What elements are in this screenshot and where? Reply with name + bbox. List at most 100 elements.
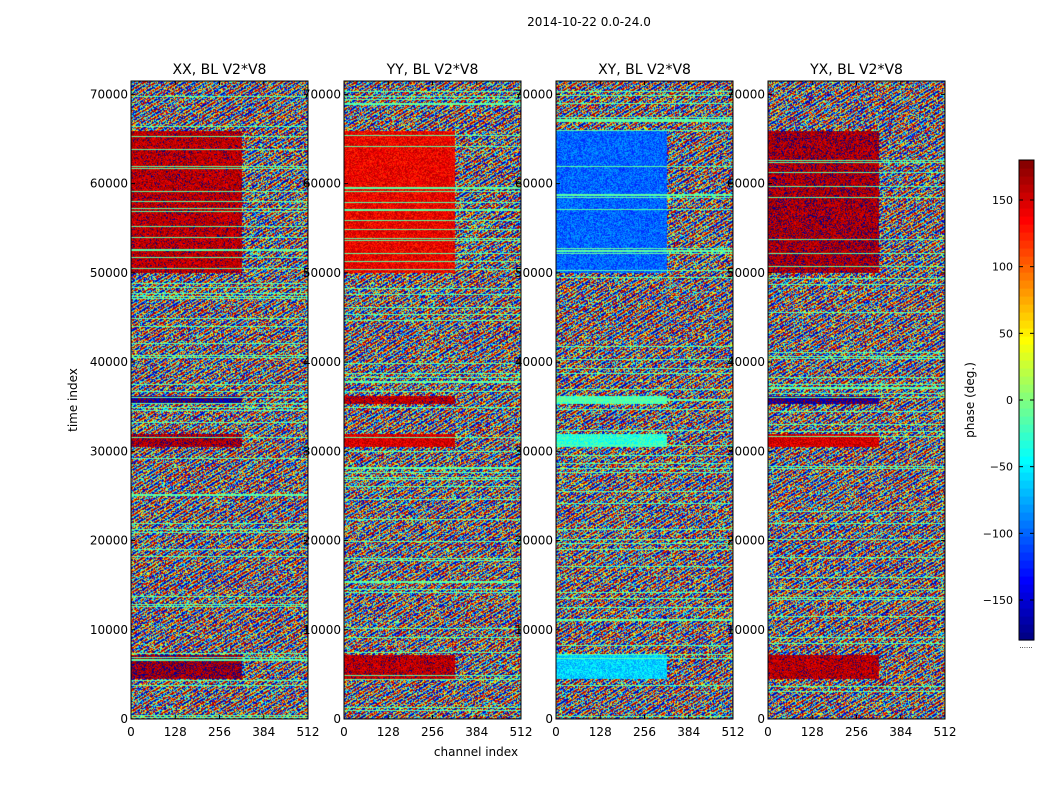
x-tick-label: 128 [589, 725, 612, 739]
colorbar-segment [1019, 368, 1034, 377]
panels: XX, BL V2*V8 0 128 256 384 512 0 10000 20000 3000… [90, 62, 957, 739]
colorbar-segment [1019, 416, 1034, 425]
colorbar-segment [1019, 336, 1034, 345]
heatmap-image [131, 81, 308, 719]
y-axis-label: time index [66, 368, 80, 432]
y-tick-label: 60000 [90, 177, 128, 191]
x-tick-label: 384 [889, 725, 912, 739]
y-tick-label: 20000 [515, 534, 553, 548]
colorbar-segment [1019, 272, 1034, 281]
colorbar-tick-label: −100 [983, 527, 1013, 540]
heatmap-image [344, 81, 521, 719]
y-tick-label: 0 [757, 712, 765, 726]
colorbar-segment [1019, 600, 1034, 609]
colorbar-segment [1019, 464, 1034, 473]
x-tick-label: 384 [252, 725, 275, 739]
y-tick-label: 40000 [515, 355, 553, 369]
panel-title: YX, BL V2*V8 [809, 62, 903, 78]
y-tick-label: 0 [545, 712, 553, 726]
colorbar-segment [1019, 552, 1034, 561]
colorbar-segment [1019, 376, 1034, 385]
colorbar-segment [1019, 440, 1034, 449]
colorbar-segment [1019, 392, 1034, 401]
colorbar-segment [1019, 456, 1034, 465]
x-tick-label: 256 [845, 725, 868, 739]
panel-title: XX, BL V2*V8 [173, 62, 267, 78]
y-tick-label: 40000 [303, 355, 341, 369]
x-tick-label: 384 [465, 725, 488, 739]
heatmap-image [556, 81, 733, 719]
colorbar-segment [1019, 328, 1034, 337]
y-tick-label: 30000 [90, 444, 128, 458]
y-tick-label: 30000 [727, 444, 765, 458]
y-tick-label: 0 [333, 712, 341, 726]
y-tick-label: 10000 [727, 623, 765, 637]
colorbar-segment [1019, 216, 1034, 225]
y-tick-label: 50000 [303, 266, 341, 280]
colorbar-segment [1019, 544, 1034, 553]
y-tick-label: 40000 [727, 355, 765, 369]
colorbar-tick-label: −150 [983, 594, 1013, 607]
colorbar-segment [1019, 448, 1034, 457]
colorbar-segment [1019, 528, 1034, 537]
colorbar-tick-label: 50 [999, 327, 1013, 340]
panel-yy: YY, BL V2*V8 0 128 256 384 512 0 10000 20000 3000… [303, 62, 533, 739]
x-axis-label: channel index [434, 745, 518, 759]
colorbar-segment [1019, 480, 1034, 489]
colorbar-segment [1019, 432, 1034, 441]
y-tick-label: 30000 [515, 444, 553, 458]
colorbar: 150 100 50 0 −50 −100 −150 [983, 159, 1035, 641]
panel-xx: XX, BL V2*V8 0 128 256 384 512 0 10000 20000 3000… [90, 62, 320, 739]
colorbar-segment [1019, 616, 1034, 625]
colorbar-segment [1019, 360, 1034, 369]
x-tick-label: 128 [377, 725, 400, 739]
x-tick-label: 512 [722, 725, 745, 739]
y-tick-label: 50000 [727, 266, 765, 280]
colorbar-segment [1019, 240, 1034, 249]
colorbar-segment [1019, 200, 1034, 209]
y-tick-label: 60000 [515, 177, 553, 191]
y-tick-label: 20000 [303, 534, 341, 548]
x-tick-label: 512 [297, 725, 320, 739]
colorbar-segment [1019, 248, 1034, 257]
colorbar-segment [1019, 320, 1034, 329]
y-tick-label: 70000 [303, 87, 341, 101]
colorbar-segment [1019, 384, 1034, 393]
y-tick-label: 20000 [90, 534, 128, 548]
colorbar-segment [1019, 184, 1034, 193]
colorbar-segment [1019, 312, 1034, 321]
y-tick-label: 10000 [90, 623, 128, 637]
colorbar-segment [1019, 472, 1034, 481]
colorbar-segment [1019, 424, 1034, 433]
x-tick-label: 0 [764, 725, 772, 739]
colorbar-segment [1019, 232, 1034, 241]
x-tick-label: 384 [677, 725, 700, 739]
colorbar-segment [1019, 608, 1034, 617]
colorbar-segment [1019, 160, 1034, 169]
colorbar-segment [1019, 296, 1034, 305]
colorbar-tick-label: 100 [992, 261, 1013, 274]
y-tick-label: 70000 [515, 87, 553, 101]
colorbar-segment [1019, 520, 1034, 529]
colorbar-segment [1019, 624, 1034, 633]
y-tick-label: 10000 [515, 623, 553, 637]
colorbar-segment [1019, 496, 1034, 505]
y-tick-label: 40000 [90, 355, 128, 369]
y-tick-label: 0 [120, 712, 128, 726]
y-tick-label: 60000 [727, 177, 765, 191]
colorbar-tick-label: 150 [992, 194, 1013, 207]
colorbar-segment [1019, 488, 1034, 497]
y-tick-label: 60000 [303, 177, 341, 191]
x-tick-label: 0 [127, 725, 135, 739]
colorbar-extra-label: ...... [1019, 642, 1032, 650]
x-tick-label: 0 [552, 725, 560, 739]
colorbar-segment [1019, 568, 1034, 577]
colorbar-segment [1019, 632, 1034, 641]
panel-title: XY, BL V2*V8 [598, 62, 691, 78]
y-tick-label: 10000 [303, 623, 341, 637]
panel-title: YY, BL V2*V8 [386, 62, 479, 78]
panel-yx: YX, BL V2*V8 0 128 256 384 512 0 10000 20000 3000… [727, 62, 957, 739]
x-tick-label: 512 [510, 725, 533, 739]
y-tick-label: 20000 [727, 534, 765, 548]
colorbar-tick-label: −50 [990, 461, 1013, 474]
